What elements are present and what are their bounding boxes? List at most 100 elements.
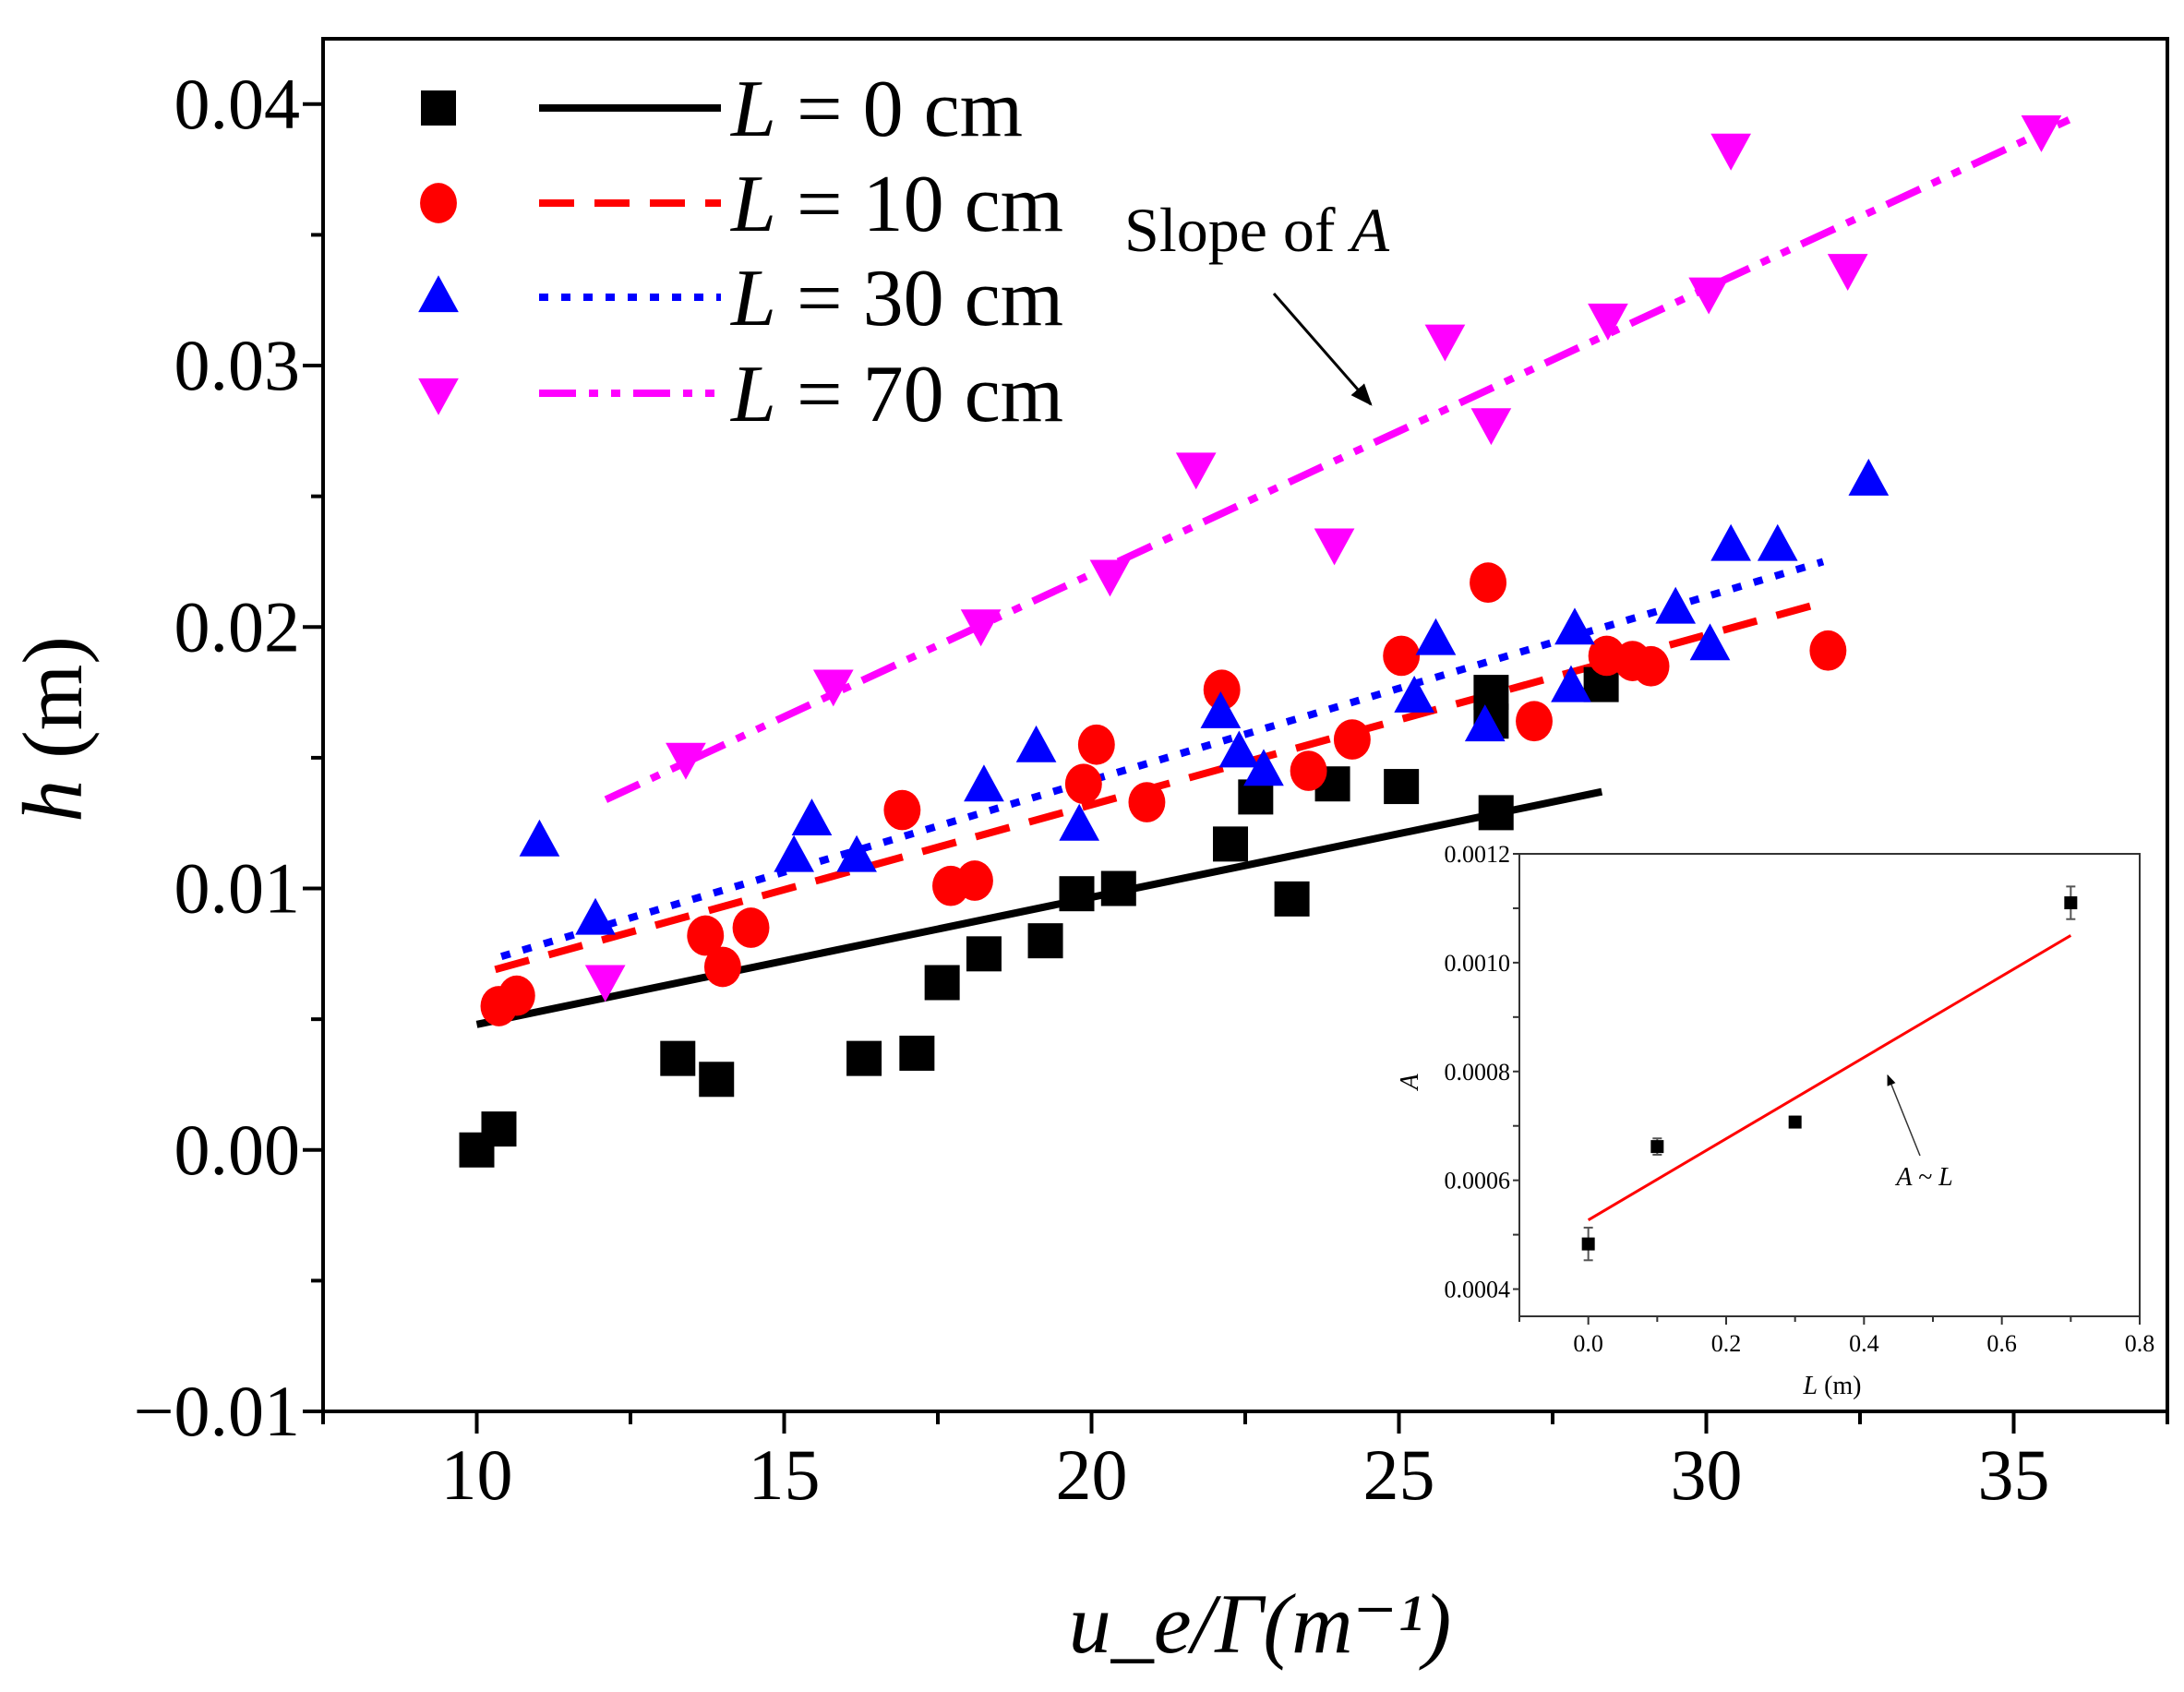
inset-data-point bbox=[2064, 896, 2078, 910]
data-point-series-2 bbox=[1710, 523, 1751, 561]
data-point-series-2 bbox=[575, 897, 616, 935]
inset-data-point bbox=[1788, 1115, 1802, 1129]
y-tick-label: 0.00 bbox=[174, 1110, 301, 1190]
inset-x-tick-label: 0.0 bbox=[1573, 1330, 1603, 1357]
y-tick-label: 0.02 bbox=[174, 586, 301, 666]
data-point-series-2 bbox=[1689, 623, 1731, 661]
x-axis-label: u_e/Γ(m⁻¹) bbox=[1069, 1577, 1452, 1671]
fit-line-2 bbox=[499, 558, 1825, 960]
data-point-series-3 bbox=[1588, 303, 1628, 341]
data-point-series-3 bbox=[1424, 324, 1466, 362]
data-point-series-2 bbox=[1015, 725, 1057, 762]
inset-data-point bbox=[1581, 1237, 1595, 1251]
fit-line-0 bbox=[475, 787, 1603, 1028]
data-point-series-3 bbox=[1314, 528, 1355, 566]
data-point-series-1 bbox=[1077, 724, 1115, 765]
fit-line-3 bbox=[604, 116, 2071, 803]
data-point-series-3 bbox=[584, 965, 626, 1002]
inset-annotation-arrow bbox=[1887, 1074, 1921, 1157]
legend-label-0: L = 0 cm bbox=[729, 65, 1023, 154]
data-point-series-3 bbox=[666, 742, 706, 780]
data-point-series-1 bbox=[1516, 701, 1553, 742]
y-axis-label: h (m) bbox=[6, 636, 100, 822]
legend-label-var: L bbox=[729, 350, 776, 439]
data-point-series-1 bbox=[1632, 645, 1670, 687]
legend-marker-3 bbox=[418, 378, 459, 415]
data-point-series-1 bbox=[1333, 719, 1371, 760]
x-tick-label: 35 bbox=[1978, 1434, 2050, 1515]
legend-label-text: = 0 cm bbox=[776, 65, 1023, 154]
data-point-series-0 bbox=[924, 965, 960, 1001]
data-point-series-1 bbox=[703, 946, 741, 988]
data-point-series-2 bbox=[1243, 749, 1284, 786]
inset-plot: 0.0 0.2 0.4 0.6 0.8 0.0004 0.0006 0.0008 0.0010 0… bbox=[1396, 841, 2154, 1400]
data-point-series-3 bbox=[960, 609, 1002, 647]
fit-line-1 bbox=[494, 597, 1830, 974]
legend-label-text: = 10 cm bbox=[776, 160, 1063, 249]
inset-fit-line bbox=[1587, 934, 2072, 1221]
data-point-series-2 bbox=[774, 834, 815, 872]
data-point-series-1 bbox=[1383, 635, 1421, 677]
inset-y-tick-label: 0.0010 bbox=[1445, 950, 1511, 977]
y-label-unit: (m) bbox=[6, 636, 100, 780]
data-point-series-1 bbox=[956, 860, 993, 901]
data-point-series-1 bbox=[498, 975, 535, 1016]
legend-label-var: L bbox=[729, 65, 776, 154]
inset-data-point bbox=[1650, 1140, 1664, 1154]
data-point-series-3 bbox=[1827, 254, 1868, 291]
data-point-series-0 bbox=[966, 936, 1002, 972]
data-point-series-3 bbox=[1089, 559, 1131, 597]
x-tick-label: 20 bbox=[1056, 1434, 1128, 1515]
inset-x-axis-label: L (m) bbox=[1802, 1372, 1861, 1400]
inset-y-tick-label: 0.0012 bbox=[1445, 841, 1511, 868]
data-point-series-2 bbox=[519, 819, 560, 857]
annotation-arrow bbox=[1272, 293, 1373, 406]
legend-label-text: = 70 cm bbox=[776, 350, 1063, 439]
data-point-series-1 bbox=[1203, 669, 1241, 711]
legend-label-3: L = 70 cm bbox=[729, 350, 1063, 439]
legend-label-var: L bbox=[729, 160, 776, 249]
inset-x-tick-label: 0.8 bbox=[2125, 1330, 2155, 1357]
data-point-series-0 bbox=[1100, 870, 1136, 906]
data-point-series-0 bbox=[660, 1040, 696, 1076]
inset-x-label-unit: (m) bbox=[1818, 1372, 1861, 1400]
inset-x-label-var: L bbox=[1802, 1372, 1818, 1400]
data-point-series-1 bbox=[883, 789, 921, 831]
inset-x-tick-label: 0.2 bbox=[1711, 1330, 1742, 1357]
data-point-series-3 bbox=[1688, 277, 1730, 315]
data-point-series-3 bbox=[1175, 452, 1217, 490]
legend-label-var: L bbox=[729, 254, 776, 343]
x-tick-label: 30 bbox=[1671, 1434, 1743, 1515]
inset-frame bbox=[1518, 853, 2141, 1317]
y-tick-label: 0.03 bbox=[174, 325, 301, 405]
legend-marker-1 bbox=[420, 183, 457, 223]
annotation-var: A bbox=[1348, 195, 1390, 265]
data-point-series-0 bbox=[481, 1111, 517, 1147]
y-tick-label: 0.04 bbox=[174, 64, 301, 144]
legend-marker-2 bbox=[418, 275, 459, 313]
data-point-series-0 bbox=[1213, 826, 1249, 862]
data-point-series-0 bbox=[899, 1035, 935, 1071]
data-point-series-0 bbox=[1274, 881, 1310, 917]
data-point-series-1 bbox=[1128, 782, 1166, 822]
data-point-series-0 bbox=[1027, 923, 1063, 959]
data-point-series-0 bbox=[699, 1062, 735, 1098]
data-point-series-2 bbox=[1394, 676, 1434, 713]
data-point-series-2 bbox=[1218, 730, 1260, 768]
main-plot: 10 15 20 25 30 35 −0.01 0.00 0.01 0.02 0.03 0.04 h (… bbox=[6, 37, 2169, 1515]
inset-y-tick-label: 0.0004 bbox=[1445, 1277, 1511, 1303]
data-point-series-2 bbox=[1757, 523, 1798, 561]
data-point-series-1 bbox=[1809, 630, 1847, 671]
data-point-series-2 bbox=[1848, 458, 1890, 496]
x-tick-label: 15 bbox=[749, 1434, 821, 1515]
x-tick-label: 10 bbox=[441, 1434, 513, 1515]
data-point-series-0 bbox=[1384, 769, 1420, 805]
data-point-series-2 bbox=[1551, 665, 1591, 702]
data-point-series-3 bbox=[812, 669, 854, 707]
inset-y-tick-label: 0.0008 bbox=[1445, 1059, 1511, 1086]
annotation-text: Slope of bbox=[1124, 195, 1351, 265]
data-point-series-2 bbox=[1059, 803, 1100, 841]
y-label-var: h bbox=[6, 780, 100, 822]
